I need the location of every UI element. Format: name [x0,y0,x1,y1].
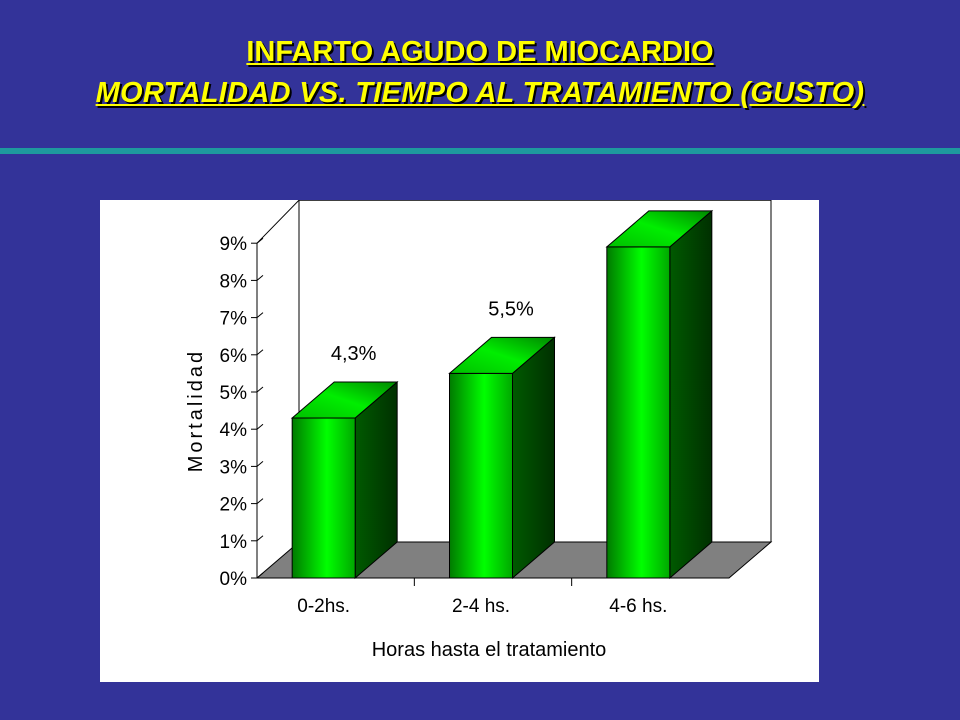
y-tick-label: 0% [220,569,248,590]
y-tick-diagonal [256,423,264,430]
slide-subtitle: MORTALIDAD VS. TIEMPO AL TRATAMIENTO (GU… [95,77,865,109]
bar [448,336,556,580]
bar-top [605,210,714,248]
bar-chart: 0% 1% 2% 3% 4% 5% 6% 7% 8% 9% 0-2hs. 2-4 hs. 4-6 hs… [185,200,773,661]
bar [290,380,399,580]
y-tick-diagonal [256,572,264,579]
y-tick-label: 9% [220,234,248,255]
y-tick-diagonal [256,498,264,504]
y-tick-diagonal [256,275,264,281]
bar-top [290,381,399,419]
y-tick-diagonal [256,535,264,542]
bar-front [449,372,513,579]
x-tick-label: 4-6 hs. [609,596,667,617]
data-label: 5,5% [488,298,534,320]
title-divider [0,148,960,154]
chart-bars [290,209,714,580]
slide-title: INFARTO AGUDO DE MIOCARDIO [246,36,714,68]
y-tick-label: 8% [220,271,248,292]
chart-panel: 0% 1% 2% 3% 4% 5% 6% 7% 8% 9% 0-2hs. 2-4 hs. 4-6 hs… [100,200,819,682]
bar-top [448,336,556,374]
y-tick-label: 3% [220,457,248,478]
y-tick-label: 7% [220,309,248,330]
left-wall-edge [256,200,300,244]
y-tick-label: 4% [220,420,248,441]
y-tick-diagonal [256,312,264,318]
y-tick-label: 5% [220,383,248,404]
bar-side [512,336,555,580]
y-axis-label: Mortalidad [185,349,207,472]
y-tick-label: 1% [220,532,248,553]
x-tick-label: 0-2hs. [297,596,350,617]
y-axis-ticks: 0% 1% 2% 3% 4% 5% 6% 7% 8% 9% [220,234,264,590]
bar [605,209,714,580]
y-tick-diagonal [256,461,264,467]
data-labels: 4,3%5,5%8,9% [331,298,534,365]
bar-side [669,209,713,580]
x-axis-label: Horas hasta el tratamiento [372,639,607,661]
data-label: 4,3% [331,343,377,365]
y-tick-diagonal [256,237,264,244]
bar-front [291,417,356,579]
y-tick-label: 6% [220,346,248,367]
x-axis-ticks: 0-2hs. 2-4 hs. 4-6 hs. [297,578,667,617]
y-tick-diagonal [256,386,264,393]
x-tick-label: 2-4 hs. [452,596,510,617]
y-tick-diagonal [256,349,264,356]
y-tick-label: 2% [220,495,248,516]
bar-front [606,246,671,579]
